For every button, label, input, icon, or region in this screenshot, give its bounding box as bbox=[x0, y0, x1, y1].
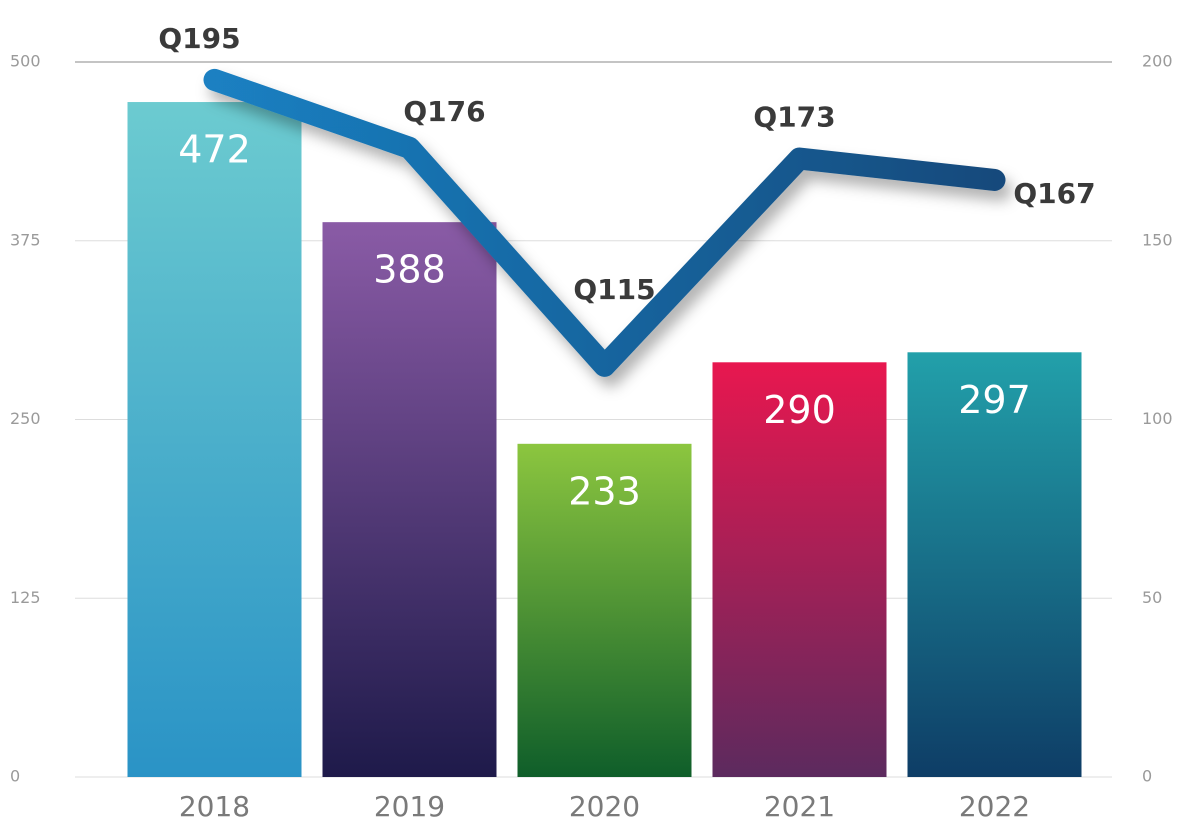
y2-tick-label: 200 bbox=[1142, 52, 1173, 71]
y-tick-label: 250 bbox=[10, 409, 41, 428]
line-value-label: Q173 bbox=[753, 101, 835, 134]
x-tick-label: 2019 bbox=[374, 790, 445, 823]
y2-tick-label: 50 bbox=[1142, 588, 1162, 607]
bar-value-label: 472 bbox=[178, 128, 251, 172]
line bbox=[203, 68, 1006, 377]
y-tick-label: 125 bbox=[10, 588, 41, 607]
x-tick-label: 2021 bbox=[764, 790, 835, 823]
bar bbox=[907, 352, 1082, 777]
y-tick-label: 375 bbox=[10, 230, 41, 249]
x-tick-label: 2022 bbox=[959, 790, 1030, 823]
line-value-label: Q176 bbox=[403, 95, 485, 128]
y2-tick-label: 150 bbox=[1142, 230, 1173, 249]
y2-tick-label: 100 bbox=[1142, 409, 1173, 428]
line-value-label: Q115 bbox=[573, 273, 655, 306]
bar bbox=[127, 102, 302, 778]
line-value-label: Q167 bbox=[1013, 177, 1095, 210]
bar bbox=[517, 443, 692, 777]
bar bbox=[322, 222, 497, 777]
bar-value-label: 297 bbox=[958, 378, 1031, 422]
bar-value-label: 290 bbox=[763, 388, 836, 432]
bar-value-label: 388 bbox=[373, 248, 446, 292]
bar bbox=[712, 362, 887, 777]
x-tick-label: 2018 bbox=[179, 790, 250, 823]
y-tick-label: 500 bbox=[10, 52, 41, 71]
bar-value-label: 233 bbox=[568, 469, 641, 513]
y-tick-label: 0 bbox=[10, 767, 20, 786]
y2-tick-label: 0 bbox=[1142, 767, 1152, 786]
line-value-label: Q195 bbox=[158, 22, 240, 55]
x-tick-label: 2020 bbox=[569, 790, 640, 823]
